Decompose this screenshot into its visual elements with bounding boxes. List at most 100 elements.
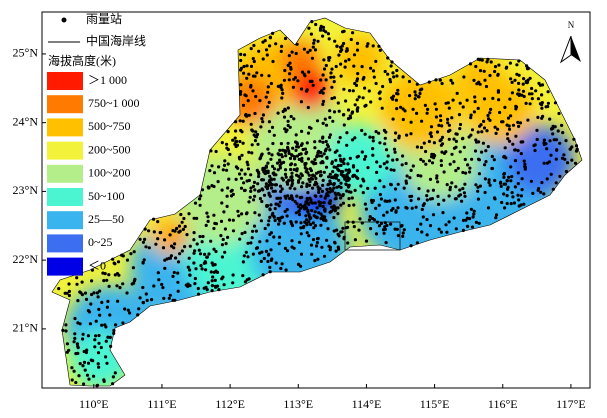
station <box>374 59 378 64</box>
station <box>297 240 302 244</box>
station <box>299 152 303 156</box>
station <box>327 182 331 186</box>
station <box>371 139 375 143</box>
station <box>105 361 109 365</box>
station <box>428 224 433 228</box>
station <box>436 180 440 184</box>
station <box>132 279 136 283</box>
station <box>81 332 85 336</box>
station <box>517 73 521 77</box>
station <box>480 58 484 62</box>
station <box>220 141 224 145</box>
station <box>284 268 288 272</box>
station <box>332 96 337 100</box>
station <box>419 222 423 226</box>
station <box>531 191 535 195</box>
station <box>276 84 280 88</box>
station <box>450 152 454 156</box>
station <box>100 300 104 304</box>
station <box>379 197 383 201</box>
station <box>295 142 299 146</box>
station <box>404 205 408 210</box>
station <box>294 51 298 56</box>
station <box>345 131 349 135</box>
station <box>332 75 336 79</box>
station <box>210 261 214 265</box>
station <box>250 128 254 132</box>
station <box>496 89 500 93</box>
station <box>384 148 389 152</box>
station <box>425 194 429 198</box>
station <box>540 180 544 185</box>
station <box>295 42 299 46</box>
station <box>223 227 227 231</box>
station <box>238 157 242 161</box>
station <box>493 65 498 69</box>
station <box>98 313 102 317</box>
station <box>85 373 90 377</box>
station <box>292 117 296 121</box>
station <box>312 214 316 218</box>
station <box>385 223 389 228</box>
station <box>367 218 372 222</box>
station <box>462 145 466 149</box>
station <box>271 31 275 35</box>
station <box>147 246 151 250</box>
station <box>494 131 498 135</box>
station <box>395 227 399 231</box>
station <box>266 90 270 94</box>
station <box>383 221 387 225</box>
station <box>176 260 181 264</box>
station <box>333 209 337 213</box>
station <box>472 212 476 216</box>
station <box>568 147 572 151</box>
station <box>272 235 276 239</box>
station <box>245 64 249 68</box>
station <box>280 262 284 266</box>
station <box>510 175 514 179</box>
station <box>308 196 312 200</box>
station <box>440 124 444 128</box>
station <box>489 60 493 64</box>
station <box>391 71 395 75</box>
station <box>516 171 520 175</box>
station <box>416 173 420 178</box>
station <box>316 257 320 261</box>
station <box>334 165 338 169</box>
station <box>427 139 431 144</box>
station <box>336 232 340 236</box>
station <box>530 97 534 101</box>
station <box>497 98 501 102</box>
station <box>469 116 473 120</box>
station <box>246 99 250 103</box>
station <box>381 84 385 89</box>
station <box>286 119 290 123</box>
y-tick-label: 21°N <box>13 321 39 335</box>
station <box>474 220 478 224</box>
station <box>554 157 558 161</box>
station <box>473 95 477 99</box>
station <box>325 156 329 160</box>
station <box>400 163 404 167</box>
legend-label: ＞1 000 <box>88 73 127 87</box>
station <box>505 179 509 183</box>
station <box>509 179 513 183</box>
station <box>255 132 260 137</box>
station <box>262 193 267 197</box>
station <box>289 175 293 179</box>
station <box>360 128 364 133</box>
station <box>72 369 76 373</box>
station <box>434 115 438 119</box>
station <box>281 91 285 95</box>
station <box>419 174 423 178</box>
station <box>458 150 462 154</box>
station <box>86 334 90 338</box>
legend-swatch <box>47 211 83 230</box>
station <box>293 157 297 161</box>
station <box>300 173 304 178</box>
station <box>380 106 384 110</box>
station <box>391 206 395 211</box>
station <box>431 188 435 192</box>
station <box>408 176 412 180</box>
station <box>163 258 167 262</box>
